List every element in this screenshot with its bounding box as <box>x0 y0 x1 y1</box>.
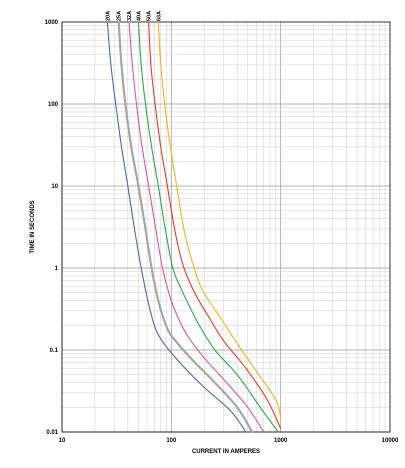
x-tick-label: 100 <box>166 438 177 444</box>
x-tick-label: 10 <box>59 438 66 444</box>
series-labels: 20A 25A 32A 40A 50A 63A <box>105 11 162 21</box>
tick-labels: 10 100 1000 10000 1000 100 10 1 0.1 0.01 <box>45 20 399 444</box>
series-label-63A: 63A <box>156 11 162 21</box>
y-tick-label: 0.1 <box>50 348 59 354</box>
y-tick-label: 100 <box>48 102 59 108</box>
series-label-40A: 40A <box>136 11 142 21</box>
series-label-20A: 20A <box>105 11 111 21</box>
series-label-25A: 25A <box>117 11 123 21</box>
series-line-25A <box>117 20 254 434</box>
x-axis-title: CURRENT IN AMPERES <box>192 449 260 455</box>
series-line-40A <box>137 21 279 433</box>
series-line-32A <box>128 21 265 433</box>
x-tick-label: 10000 <box>382 438 399 444</box>
series-label-32A: 32A <box>127 11 133 21</box>
y-tick-label: 0.01 <box>46 430 58 436</box>
y-axis-title: TIME IN SECONDS <box>30 200 36 253</box>
y-tick-label: 10 <box>51 184 58 190</box>
series-lines <box>106 20 282 434</box>
y-tick-label: 1 <box>55 266 59 272</box>
plot-area-frame <box>61 21 391 433</box>
series-line-20A <box>106 21 247 433</box>
x-tick-label: 1000 <box>274 438 288 444</box>
y-tick-label: 1000 <box>45 20 59 26</box>
series-line-63A <box>157 21 282 419</box>
series-line-50A <box>148 21 282 430</box>
series-label-50A: 50A <box>147 11 153 21</box>
grid <box>61 22 390 433</box>
